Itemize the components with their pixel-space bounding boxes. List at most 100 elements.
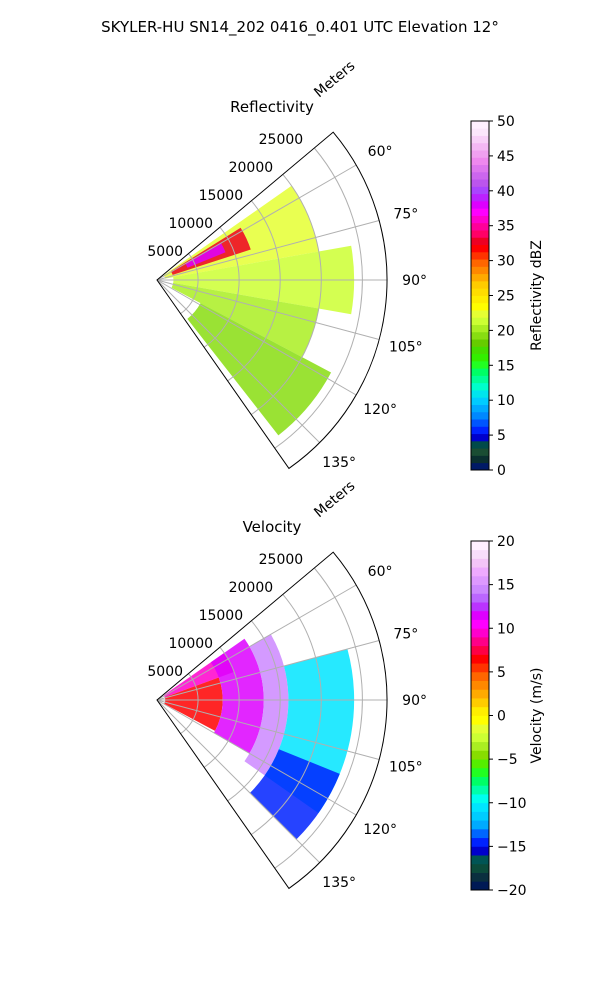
colorbar-tick-label: 30 [497, 254, 515, 270]
colorbar-segment [471, 837, 489, 847]
colorbar-segment [471, 208, 489, 216]
colorbar-segment [471, 171, 489, 180]
colorbar-segment [471, 584, 489, 594]
reflectivity-colorbar: 0 5 10 15 20 25 30 35 40 45 50 Reflectivity dBZ [470, 114, 545, 479]
colorbar-tick-label: 10 [497, 621, 515, 637]
colorbar-segment [471, 724, 489, 734]
range-tick-label: 10000 [169, 216, 214, 232]
colorbar-segment [471, 636, 489, 647]
velocity-sector-plot: 5000 10000 15000 20000 25000 Meters 60° 75° 90° 1… [147, 478, 427, 891]
colorbar-segment [471, 404, 489, 413]
colorbar-segment [471, 368, 489, 376]
colorbar-segment [471, 698, 489, 708]
range-tick-label: 20000 [229, 580, 274, 596]
colorbar-tick-label: 20 [497, 534, 515, 550]
colorbar-segment [471, 689, 489, 699]
colorbar-segment [471, 302, 489, 311]
colorbar-tick-label: 10 [497, 393, 515, 409]
range-tick-label: 5000 [147, 244, 183, 260]
velocity-title: Velocity [243, 518, 302, 536]
colorbar-segment [471, 776, 489, 786]
colorbar-segment [471, 280, 489, 289]
colorbar-tick-label: 15 [497, 358, 515, 374]
colorbar-segment [471, 259, 489, 267]
colorbar-tick-label: −20 [497, 883, 527, 899]
colorbar-segment [471, 339, 489, 347]
colorbar-segment [471, 602, 489, 612]
colorbar-segment [471, 663, 489, 673]
reflectivity-panel: Reflectivity 5000 10000 15000 20000 25000 Met… [147, 58, 545, 479]
colorbar-segment [471, 121, 489, 129]
azimuth-tick-label: 120° [363, 822, 397, 838]
colorbar-segment [471, 295, 489, 304]
azimuth-tick-label: 105° [389, 760, 423, 776]
colorbar-tick-label: 35 [497, 219, 515, 235]
reflectivity-sector-plot: 5000 10000 15000 20000 25000 Meters 60° 75° 90° 1… [147, 58, 427, 471]
data-region-2 [171, 282, 319, 358]
colorbar-segment [471, 419, 489, 427]
colorbar-segment [471, 237, 489, 246]
colorbar-segment [471, 179, 489, 187]
colorbar-tick-label: 0 [497, 709, 506, 725]
azimuth-tick-label: 75° [393, 206, 418, 222]
azimuth-tick-label: 90° [402, 273, 427, 289]
colorbar-segment [471, 811, 489, 821]
colorbar-segment [471, 251, 489, 260]
colorbar-tick-label: 40 [497, 184, 515, 200]
colorbar-segment [471, 266, 489, 275]
colorbar-segment [471, 575, 489, 586]
colorbar-segment [471, 317, 489, 325]
colorbar-segment [471, 288, 489, 296]
colorbar-segment [471, 820, 489, 830]
colorbar-segment [471, 273, 489, 282]
colorbar-segment [471, 215, 489, 224]
colorbar-tick-label: 0 [497, 463, 506, 479]
colorbar-segment [471, 324, 489, 333]
azimuth-gridline-4 [156, 699, 357, 816]
colorbar-label: Velocity (m/s) [529, 668, 545, 764]
azimuth-tick-label: 105° [389, 340, 423, 356]
colorbar-segment [471, 759, 489, 769]
colorbar-segment [471, 135, 489, 144]
azimuth-tick-label: 120° [363, 402, 397, 418]
colorbar-tick-label: 5 [497, 665, 506, 681]
colorbar-segment [471, 872, 489, 882]
colorbar-segment [471, 855, 489, 865]
data-region-1 [164, 677, 223, 731]
data-region-5 [185, 243, 226, 268]
colorbar-segment [471, 157, 489, 166]
azimuth-gridline-0 [156, 584, 357, 701]
azimuth-tick-label: 60° [368, 564, 393, 580]
azimuth-gridline-3 [156, 279, 380, 341]
velocity-panel: Velocity 5000 10000 15000 20000 25000 Meters 6… [147, 478, 545, 899]
colorbar-tick-label: 20 [497, 323, 515, 339]
colorbar-segment [471, 200, 489, 209]
colorbar-segment [471, 750, 489, 760]
range-axis-label: Meters [311, 478, 358, 521]
colorbar-segment [471, 558, 489, 568]
range-tick-label: 15000 [199, 608, 244, 624]
range-ring-3 [250, 174, 322, 415]
colorbar-tick-label: 50 [497, 114, 515, 130]
colorbar-segment [471, 593, 489, 603]
colorbar-segment [471, 628, 489, 638]
range-ring-3 [250, 594, 322, 835]
range-ring-2 [227, 200, 281, 382]
velocity-colorbar: −20 −15 −10 −5 0 5 10 15 20 Velocity (m/s) [470, 534, 545, 899]
colorbar-segment [471, 433, 489, 442]
range-tick-label: 25000 [259, 552, 304, 568]
colorbar-segment [471, 645, 489, 655]
colorbar-segment [471, 741, 489, 751]
azimuth-tick-label: 60° [368, 144, 393, 160]
colorbar-label: Reflectivity dBZ [529, 240, 545, 351]
colorbar-tick-label: 45 [497, 149, 515, 165]
colorbar-segment [471, 193, 489, 202]
sector-outline [156, 131, 388, 470]
colorbar-segment [471, 828, 489, 839]
colorbar-tick-label: −5 [497, 752, 518, 768]
range-tick-label: 10000 [169, 636, 214, 652]
colorbar-segment [471, 680, 489, 690]
colorbar-segment [471, 440, 489, 449]
colorbar-segment [471, 390, 489, 398]
